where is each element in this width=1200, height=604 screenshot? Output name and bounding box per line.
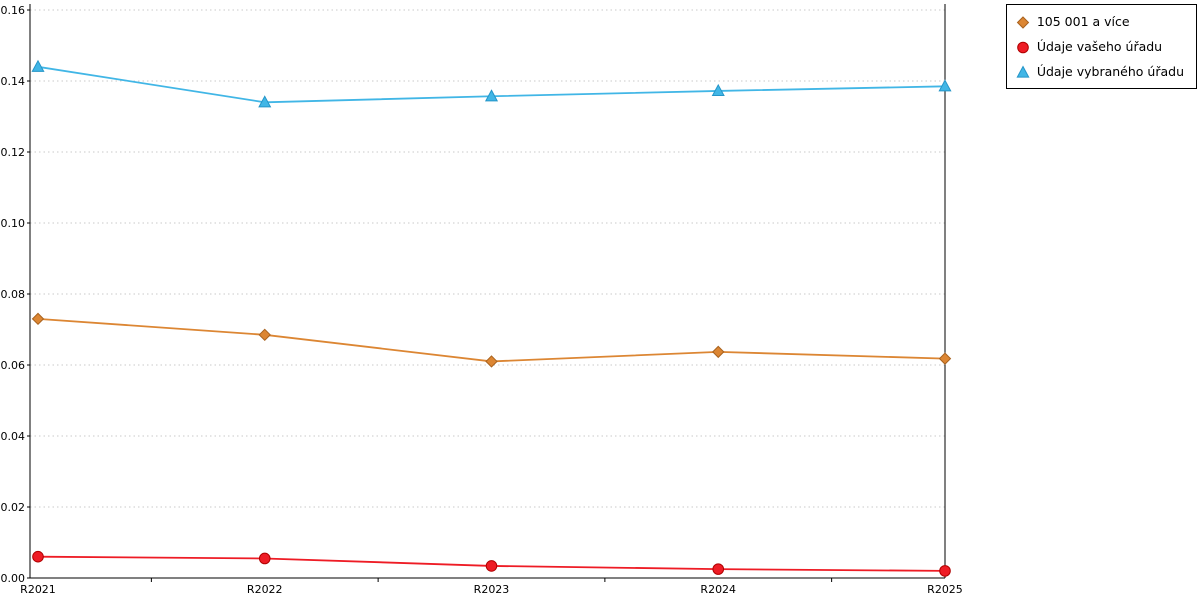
diamond-marker-icon (1016, 15, 1030, 29)
legend-item-vybraneho-uradu: Údaje vybraného úřadu (1016, 64, 1184, 79)
svg-text:0.12: 0.12 (1, 146, 26, 159)
svg-text:R2025: R2025 (927, 583, 963, 596)
svg-text:R2021: R2021 (20, 583, 56, 596)
svg-text:R2022: R2022 (247, 583, 283, 596)
legend-label: 105 001 a více (1036, 14, 1130, 29)
legend-label: Údaje vašeho úřadu (1036, 39, 1163, 54)
svg-text:0.16: 0.16 (1, 4, 26, 17)
svg-text:0.02: 0.02 (1, 501, 26, 514)
svg-text:0.06: 0.06 (1, 359, 26, 372)
svg-text:0.04: 0.04 (1, 430, 26, 443)
svg-text:0.14: 0.14 (1, 75, 26, 88)
svg-text:0.10: 0.10 (1, 217, 26, 230)
legend: 105 001 a více Údaje vašeho úřadu Údaje … (1005, 4, 1197, 89)
triangle-marker-icon (1016, 64, 1030, 79)
svg-text:R2023: R2023 (474, 583, 510, 596)
svg-text:0.08: 0.08 (1, 288, 26, 301)
legend-item-105001: 105 001 a více (1016, 14, 1184, 29)
legend-item-vaseho-uradu: Údaje vašeho úřadu (1016, 39, 1184, 54)
svg-text:R2024: R2024 (700, 583, 736, 596)
circle-marker-icon (1016, 40, 1030, 54)
legend-label: Údaje vybraného úřadu (1036, 64, 1184, 79)
svg-text:0.00: 0.00 (1, 572, 26, 585)
